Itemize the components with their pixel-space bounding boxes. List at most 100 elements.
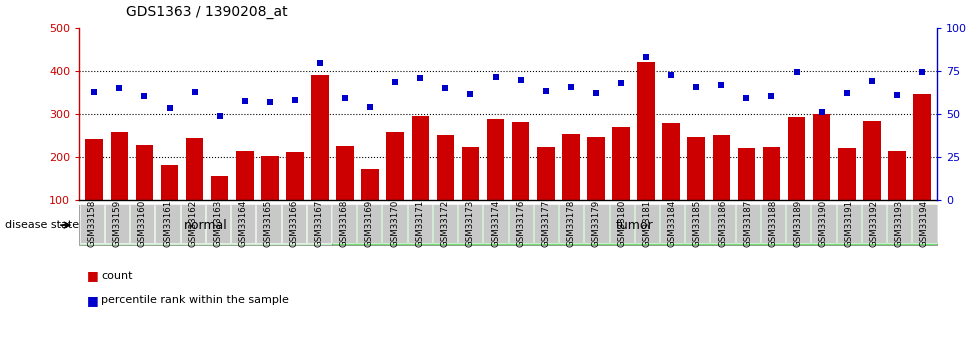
Point bbox=[87, 90, 102, 95]
Text: GSM33172: GSM33172 bbox=[440, 200, 449, 247]
Text: GSM33187: GSM33187 bbox=[743, 200, 753, 247]
Text: GSM33167: GSM33167 bbox=[314, 200, 324, 247]
Text: GSM33171: GSM33171 bbox=[415, 200, 424, 247]
Point bbox=[362, 105, 378, 110]
Point bbox=[438, 85, 453, 91]
Text: ■: ■ bbox=[87, 269, 99, 283]
Text: percentile rank within the sample: percentile rank within the sample bbox=[101, 295, 289, 305]
Text: GSM33170: GSM33170 bbox=[390, 200, 399, 247]
Text: GSM33185: GSM33185 bbox=[693, 200, 702, 247]
Point bbox=[839, 90, 855, 96]
Point bbox=[814, 109, 830, 115]
Bar bbox=[788, 117, 806, 200]
Text: GSM33158: GSM33158 bbox=[87, 200, 97, 247]
Text: GSM33177: GSM33177 bbox=[542, 200, 551, 247]
Point bbox=[387, 79, 403, 85]
Bar bbox=[863, 121, 881, 200]
Point bbox=[412, 75, 428, 81]
Bar bbox=[211, 176, 228, 200]
Text: GSM33165: GSM33165 bbox=[264, 200, 273, 247]
Text: GSM33162: GSM33162 bbox=[188, 200, 197, 247]
Bar bbox=[412, 116, 429, 200]
Text: ■: ■ bbox=[87, 294, 99, 307]
Text: GSM33181: GSM33181 bbox=[642, 200, 651, 247]
Point bbox=[186, 90, 202, 95]
Bar bbox=[838, 148, 856, 200]
Text: GSM33194: GSM33194 bbox=[920, 200, 929, 247]
Text: GSM33169: GSM33169 bbox=[365, 200, 374, 247]
Point bbox=[864, 78, 879, 83]
Point bbox=[689, 84, 704, 89]
Point bbox=[212, 113, 227, 119]
Point bbox=[714, 82, 729, 87]
Point bbox=[764, 93, 780, 99]
Point bbox=[287, 97, 302, 102]
Bar bbox=[110, 132, 128, 200]
Bar bbox=[587, 137, 605, 200]
Text: GSM33190: GSM33190 bbox=[819, 200, 828, 247]
Text: GSM33161: GSM33161 bbox=[163, 200, 172, 247]
Point bbox=[112, 85, 128, 91]
Bar bbox=[462, 148, 479, 200]
Text: GSM33166: GSM33166 bbox=[289, 200, 298, 247]
Point bbox=[488, 75, 503, 80]
Point bbox=[262, 99, 277, 105]
Bar bbox=[638, 62, 655, 200]
Text: GSM33184: GSM33184 bbox=[668, 200, 676, 247]
Point bbox=[161, 106, 177, 111]
Bar bbox=[336, 146, 354, 200]
Text: GSM33192: GSM33192 bbox=[869, 200, 878, 247]
Bar bbox=[487, 119, 504, 200]
Bar bbox=[688, 137, 705, 200]
Bar bbox=[713, 136, 730, 200]
Bar bbox=[437, 136, 454, 200]
Bar bbox=[311, 75, 328, 200]
Point bbox=[337, 95, 353, 101]
Point bbox=[513, 78, 528, 83]
Point bbox=[914, 69, 929, 75]
Point bbox=[137, 93, 153, 99]
Text: GDS1363 / 1390208_at: GDS1363 / 1390208_at bbox=[126, 5, 287, 19]
Text: GSM33173: GSM33173 bbox=[466, 200, 474, 247]
Bar bbox=[512, 122, 529, 200]
Point bbox=[312, 60, 327, 66]
Text: GSM33186: GSM33186 bbox=[718, 200, 727, 247]
Bar bbox=[185, 138, 204, 200]
Point bbox=[613, 80, 629, 86]
Text: GSM33189: GSM33189 bbox=[794, 200, 803, 247]
Bar bbox=[135, 145, 154, 200]
Text: GSM33191: GSM33191 bbox=[844, 200, 853, 247]
Text: tumor: tumor bbox=[615, 219, 653, 231]
Text: GSM33168: GSM33168 bbox=[340, 200, 349, 247]
Point bbox=[538, 89, 554, 94]
Point bbox=[739, 95, 754, 101]
Text: GSM33163: GSM33163 bbox=[213, 200, 222, 247]
Point bbox=[588, 90, 604, 96]
Point bbox=[463, 91, 478, 96]
Text: GSM33160: GSM33160 bbox=[138, 200, 147, 247]
Text: GSM33179: GSM33179 bbox=[592, 200, 601, 247]
Point bbox=[563, 84, 579, 89]
Text: normal: normal bbox=[184, 219, 227, 231]
Bar bbox=[562, 134, 580, 200]
Point bbox=[639, 54, 654, 60]
Point bbox=[237, 99, 252, 104]
Text: GSM33178: GSM33178 bbox=[567, 200, 576, 247]
Bar bbox=[888, 151, 906, 200]
Text: GSM33159: GSM33159 bbox=[113, 200, 122, 247]
Bar bbox=[537, 148, 554, 200]
Text: GSM33176: GSM33176 bbox=[516, 200, 526, 247]
Text: GSM33193: GSM33193 bbox=[895, 200, 903, 247]
Text: disease state: disease state bbox=[5, 220, 79, 230]
Bar bbox=[160, 165, 179, 200]
Bar bbox=[738, 148, 755, 200]
Bar bbox=[386, 132, 404, 200]
Text: GSM33164: GSM33164 bbox=[239, 200, 247, 247]
Bar bbox=[286, 152, 303, 200]
Bar bbox=[85, 139, 103, 200]
Point bbox=[889, 92, 904, 98]
Text: GSM33180: GSM33180 bbox=[617, 200, 626, 247]
Bar bbox=[913, 93, 931, 200]
Text: GSM33188: GSM33188 bbox=[769, 200, 778, 247]
Bar bbox=[763, 147, 781, 200]
